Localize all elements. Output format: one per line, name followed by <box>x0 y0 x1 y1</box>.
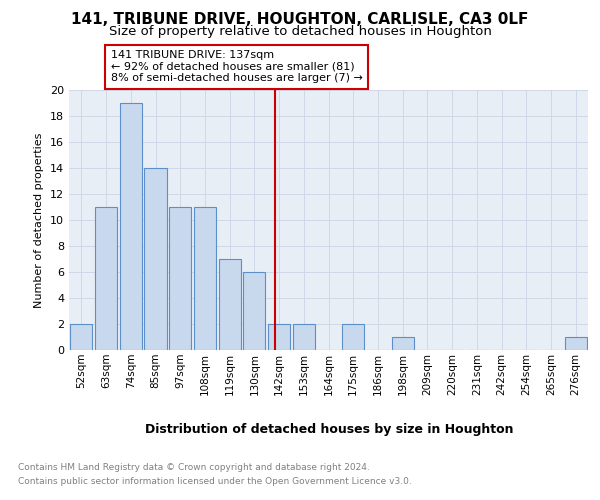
Bar <box>145 168 167 350</box>
Bar <box>95 207 117 350</box>
Bar <box>293 324 315 350</box>
Text: 141 TRIBUNE DRIVE: 137sqm
← 92% of detached houses are smaller (81)
8% of semi-d: 141 TRIBUNE DRIVE: 137sqm ← 92% of detac… <box>111 50 363 84</box>
Bar <box>169 207 191 350</box>
Bar <box>342 324 364 350</box>
Text: 141, TRIBUNE DRIVE, HOUGHTON, CARLISLE, CA3 0LF: 141, TRIBUNE DRIVE, HOUGHTON, CARLISLE, … <box>71 12 529 28</box>
Bar <box>70 324 92 350</box>
Bar <box>565 337 587 350</box>
Y-axis label: Number of detached properties: Number of detached properties <box>34 132 44 308</box>
Bar <box>119 103 142 350</box>
Bar <box>243 272 265 350</box>
Bar <box>194 207 216 350</box>
Bar <box>218 259 241 350</box>
Text: Distribution of detached houses by size in Houghton: Distribution of detached houses by size … <box>145 422 513 436</box>
Text: Size of property relative to detached houses in Houghton: Size of property relative to detached ho… <box>109 25 491 38</box>
Text: Contains public sector information licensed under the Open Government Licence v3: Contains public sector information licen… <box>18 478 412 486</box>
Text: Contains HM Land Registry data © Crown copyright and database right 2024.: Contains HM Land Registry data © Crown c… <box>18 462 370 471</box>
Bar <box>392 337 414 350</box>
Bar <box>268 324 290 350</box>
